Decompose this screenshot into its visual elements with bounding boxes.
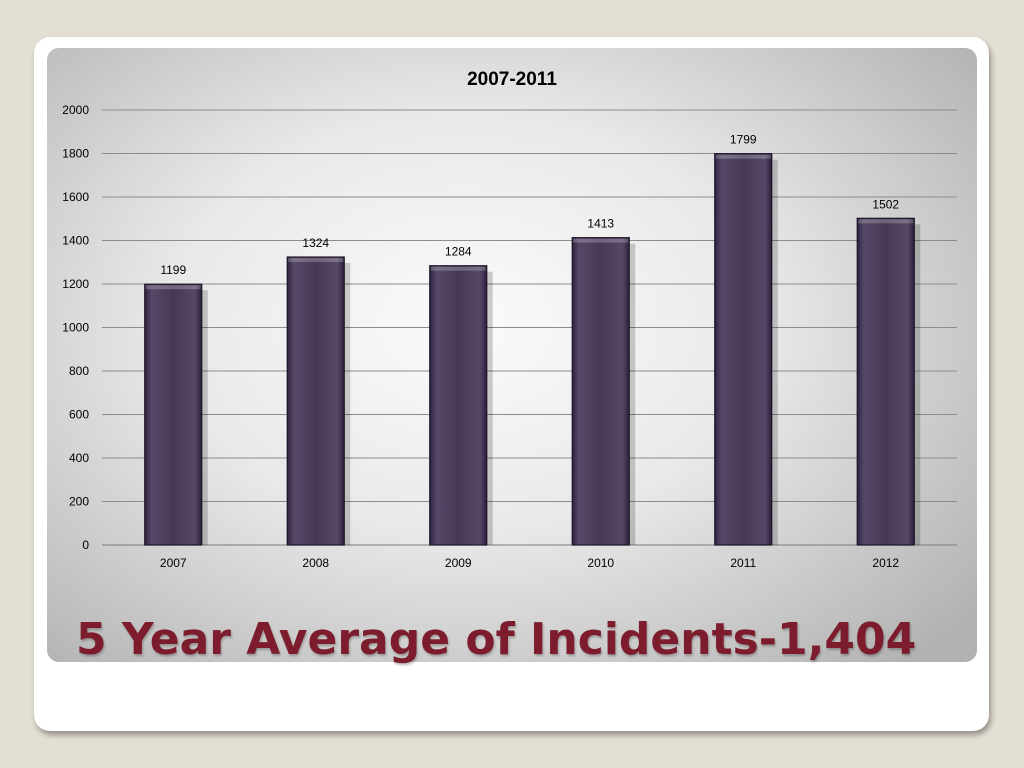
bar bbox=[571, 237, 636, 546]
y-tick-label: 400 bbox=[69, 451, 89, 465]
y-tick-label: 200 bbox=[69, 495, 89, 509]
bar bbox=[144, 283, 208, 546]
chart-panel: 2007-2011 0 200 400 600 800 1000 1200 1400 1600 1… bbox=[47, 48, 977, 662]
bar bbox=[429, 265, 493, 546]
chart-title: 2007-2011 bbox=[467, 69, 557, 90]
bar bbox=[856, 217, 921, 546]
y-tick-label: 1600 bbox=[62, 190, 89, 204]
y-tick-label: 1200 bbox=[62, 277, 89, 291]
slide-headline: 5 Year Average of Incidents-1,404 bbox=[76, 614, 917, 665]
y-tick-label: 800 bbox=[69, 364, 89, 378]
x-tick-label: 2011 bbox=[730, 556, 756, 570]
y-tick-label: 2000 bbox=[62, 103, 89, 117]
x-tick-label: 2010 bbox=[587, 556, 614, 570]
x-tick-label: 2007 bbox=[160, 556, 187, 570]
data-label: 1324 bbox=[302, 236, 329, 250]
y-tick-label: 1000 bbox=[62, 321, 89, 335]
x-tick-label: 2012 bbox=[872, 556, 899, 570]
y-tick-label: 1400 bbox=[62, 234, 89, 248]
y-tick-label: 0 bbox=[82, 538, 89, 552]
bar bbox=[714, 153, 778, 546]
x-tick-label: 2008 bbox=[302, 556, 329, 570]
y-tick-label: 600 bbox=[69, 408, 89, 422]
y-tick-label: 1800 bbox=[62, 147, 89, 161]
gridlines bbox=[102, 109, 957, 546]
bar-chart: 2007-2011 0 200 400 600 800 1000 1200 1400 1600 1… bbox=[62, 69, 957, 570]
data-label: 1199 bbox=[160, 263, 186, 277]
bar bbox=[286, 256, 351, 546]
data-label: 1284 bbox=[445, 245, 472, 259]
data-label: 1502 bbox=[872, 197, 899, 211]
y-axis-ticks: 0 200 400 600 800 1000 1200 1400 1600 1800 2000 bbox=[62, 103, 89, 552]
bars: 1199 1324 1284 1413 1799 1502 bbox=[144, 133, 921, 546]
x-axis-ticks: 2007 2008 2009 2010 2011 2012 bbox=[160, 556, 900, 570]
x-tick-label: 2009 bbox=[445, 556, 472, 570]
data-label: 1413 bbox=[587, 217, 614, 231]
data-label: 1799 bbox=[730, 133, 757, 147]
